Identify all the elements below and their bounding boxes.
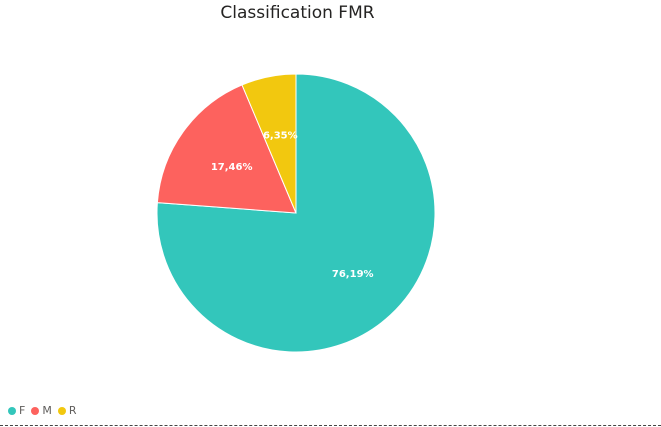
legend-item-m[interactable]: M [31, 404, 52, 417]
chart-title: Classification FMR [220, 3, 375, 23]
legend-label-r: R [68, 404, 77, 417]
legend-item-f[interactable]: F [8, 404, 25, 417]
pie-slice-m[interactable] [156, 84, 297, 214]
legend: F M R [8, 404, 82, 417]
pie-slice-f[interactable] [156, 73, 436, 353]
data-label-r: 6,35% [263, 130, 298, 141]
data-label-m: 17,46% [211, 162, 253, 173]
legend-swatch-f [8, 406, 16, 415]
legend-item-r[interactable]: R [57, 404, 77, 417]
bottom-divider [0, 425, 661, 426]
legend-swatch-m [31, 406, 40, 415]
legend-label-m: M [42, 404, 52, 417]
pie-slice-r[interactable] [241, 73, 297, 214]
legend-swatch-r [57, 406, 66, 415]
data-label-f: 76,19% [332, 269, 374, 280]
legend-label-f: F [19, 404, 26, 417]
